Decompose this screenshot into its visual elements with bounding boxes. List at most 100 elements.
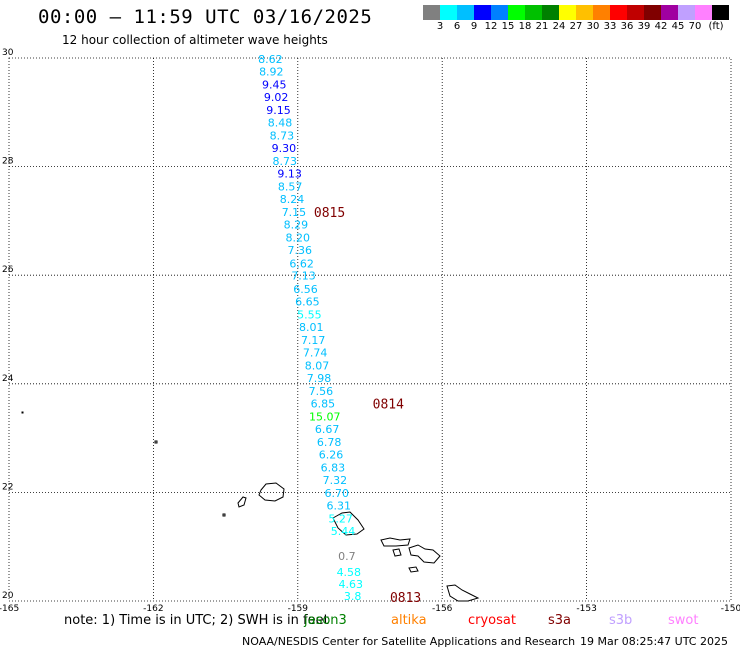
hawaii-coastline: [21, 411, 480, 602]
y-tick-label: 20: [2, 591, 14, 601]
wave-height-value: 0.7: [338, 550, 356, 563]
legend-swatch: [440, 5, 457, 20]
wave-height-value: 6.83: [321, 461, 346, 474]
legend-label: 6: [453, 21, 461, 32]
y-tick-label: 26: [2, 265, 14, 275]
wave-height-value: 8.20: [286, 232, 311, 245]
credits-org: NOAA/NESDIS Center for Satellite Applica…: [242, 635, 576, 648]
wave-height-value: 3.8: [344, 590, 362, 603]
legend-swatch: [491, 5, 508, 20]
legend-label: 21: [535, 21, 549, 32]
pass-time-label: 0813: [390, 591, 421, 606]
wave-height-value: 4.58: [337, 566, 362, 579]
legend-swatch: [610, 5, 627, 20]
x-tick-label: -156: [432, 604, 453, 614]
legend-label: 45: [671, 21, 685, 32]
wave-height-value: 6.78: [317, 436, 342, 449]
wave-height-value: 8.29: [284, 219, 309, 232]
legend-swatch: [627, 5, 644, 20]
legend-label: 39: [637, 21, 651, 32]
legend-label: 9: [470, 21, 478, 32]
island-oahu: [332, 511, 365, 536]
legend-swatch: [678, 5, 695, 20]
legend-label: 18: [518, 21, 532, 32]
wave-height-value: 9.02: [264, 91, 289, 104]
wave-height-value: 7.17: [301, 334, 326, 347]
x-tick-label: -153: [576, 604, 596, 614]
wave-height-value: 5.27: [328, 512, 353, 525]
x-tick-label: -165: [0, 604, 19, 614]
legend-swatch: [695, 5, 712, 20]
legend-label: 15: [501, 21, 515, 32]
wave-height-value: 6.31: [326, 499, 351, 512]
wave-height-value: 7.56: [309, 385, 334, 398]
island-kaula: [222, 513, 226, 517]
legend-swatch: [474, 5, 491, 20]
wave-height-value: 9.15: [266, 104, 291, 117]
pass-labels: 0815 0814 0813: [314, 206, 421, 606]
legend-swatch: [508, 5, 525, 20]
wave-height-value: 7.36: [287, 244, 312, 257]
legend-swatch: [644, 5, 661, 20]
color-scale-legend: [423, 5, 729, 20]
axis-tick-labels: -165 -162 -159 -156 -153 -150 30 28 26 24 22 20: [0, 48, 740, 614]
page-subtitle: 12 hour collection of altimeter wave hei…: [62, 33, 328, 47]
island-kauai: [258, 482, 285, 502]
map-frame: [8, 57, 732, 602]
island-kahoolawe: [408, 566, 419, 573]
wave-height-value: 6.85: [311, 397, 336, 410]
wave-height-value: 4.63: [338, 578, 363, 591]
legend-label: 70: [688, 21, 702, 32]
legend-swatch: [457, 5, 474, 20]
footnote: note: 1) Time is in UTC; 2) SWH is in fe…: [64, 613, 329, 628]
y-tick-label: 22: [2, 482, 13, 492]
legend-label: 3: [436, 21, 444, 32]
satellite-label-s3b: s3b: [609, 613, 633, 628]
wave-height-value: 8.07: [305, 359, 330, 372]
wave-height-value: 7.15: [282, 206, 307, 219]
wave-height-value: 6.26: [319, 448, 344, 461]
wave-height-value: 8.73: [270, 130, 295, 143]
legend-label: 24: [552, 21, 566, 32]
x-tick-label: -150: [721, 604, 740, 614]
wave-height-value: 7.98: [307, 372, 332, 385]
legend-label: 36: [620, 21, 634, 32]
x-tick-label: -162: [143, 604, 163, 614]
wave-height-value: 9.30: [272, 142, 297, 155]
lat-lon-grid: [9, 58, 731, 601]
legend-label: 30: [586, 21, 600, 32]
legend-swatch: [712, 5, 729, 20]
pass-time-label: 0814: [373, 397, 404, 412]
wave-height-value: 9.45: [262, 79, 287, 92]
wave-height-value: 5.55: [297, 308, 322, 321]
legend-swatch: [576, 5, 593, 20]
legend-label: 12: [484, 21, 498, 32]
legend-swatch: [661, 5, 678, 20]
legend-label: 27: [569, 21, 583, 32]
wave-height-value: 7.74: [303, 346, 328, 359]
page-title: 00:00 – 11:59 UTC 03/16/2025: [38, 6, 373, 28]
legend-swatch: [542, 5, 559, 20]
island-hawaii: [446, 584, 480, 602]
x-tick-label: -159: [288, 604, 309, 614]
wave-height-value: 8.62: [258, 53, 283, 66]
island-nihoa: [154, 440, 158, 444]
wave-height-value: 7.13: [291, 270, 316, 283]
wave-height-value: 6.70: [325, 487, 350, 500]
island-lanai: [392, 548, 402, 557]
wave-height-value: 8.24: [280, 193, 305, 206]
credits-timestamp: 19 Mar 08:25:47 UTC 2025: [580, 635, 728, 648]
island-necker: [21, 411, 24, 414]
wave-height-value: 6.56: [293, 283, 318, 296]
legend-label: (ft): [708, 21, 724, 32]
altimeter-track: 8.628.929.459.029.158.488.739.308.739.13…: [258, 53, 363, 603]
wave-height-value: 6.65: [295, 295, 320, 308]
legend-swatch: [593, 5, 610, 20]
wave-height-value: 8.73: [273, 155, 298, 168]
island-niihau: [237, 496, 247, 508]
wave-height-value: 9.13: [277, 168, 302, 181]
satellite-label-s3a: s3a: [548, 613, 572, 628]
pass-time-label: 0815: [314, 206, 345, 221]
wave-height-value: 6.67: [315, 423, 340, 436]
